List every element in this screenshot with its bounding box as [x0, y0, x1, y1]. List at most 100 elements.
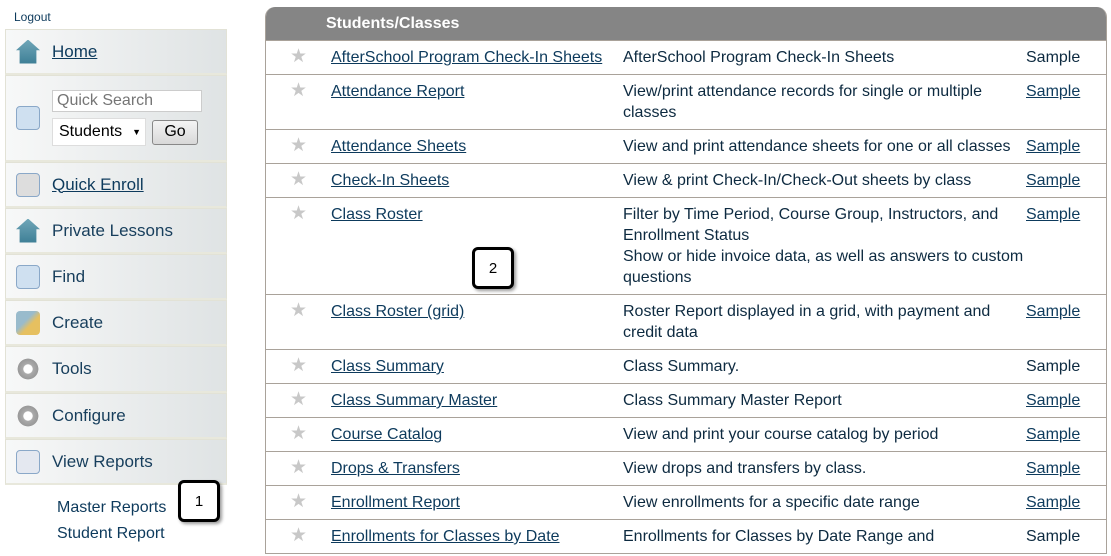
- report-name-link[interactable]: Drops & Transfers: [331, 460, 460, 477]
- star-favorite-icon[interactable]: ★: [289, 491, 308, 512]
- report-description: AfterSchool Program Check-In Sheets: [623, 49, 895, 66]
- sidebar-item-private-lessons[interactable]: Private Lessons: [5, 208, 227, 254]
- report-name-link[interactable]: Class Roster (grid): [331, 303, 465, 320]
- sample-link[interactable]: Sample: [1026, 460, 1081, 477]
- report-name-link[interactable]: Class Summary: [331, 358, 444, 375]
- star-favorite-icon[interactable]: ★: [289, 300, 308, 321]
- table-row: ★ Attendance Report View/print attendanc…: [266, 74, 1106, 129]
- report-description: View enrollments for a specific date ran…: [623, 494, 920, 511]
- id-card-icon: [16, 172, 40, 197]
- callout-badge-1: 1: [178, 480, 220, 522]
- report-name-link[interactable]: Attendance Report: [331, 83, 465, 100]
- sidebar-item-label: Find: [52, 266, 86, 286]
- sample-link[interactable]: Sample: [1026, 426, 1081, 443]
- home-link[interactable]: Home: [52, 41, 98, 61]
- sidebar-item-label: View Reports: [52, 451, 153, 471]
- sample-link[interactable]: Sample: [1026, 206, 1081, 223]
- sample-label: Sample: [1026, 358, 1081, 375]
- search-icon: [16, 264, 40, 289]
- quick-search-panel: Students ▼ Go: [5, 75, 227, 162]
- star-favorite-icon[interactable]: ★: [289, 46, 308, 67]
- report-name-link[interactable]: Enrollment Report: [331, 494, 460, 511]
- report-description: Roster Report displayed in a grid, with …: [623, 303, 991, 341]
- report-description: Enrollments for Classes by Date Range an…: [623, 528, 935, 545]
- report-description: Filter by Time Period, Course Group, Ins…: [623, 206, 1024, 286]
- go-button[interactable]: Go: [152, 119, 198, 145]
- view-reports-submenu: Master Reports Student Report: [5, 485, 227, 547]
- star-favorite-icon[interactable]: ★: [289, 169, 308, 190]
- star-favorite-icon[interactable]: ★: [289, 389, 308, 410]
- table-row: ★ Enrollments for Classes by Date Enroll…: [266, 519, 1106, 553]
- sidebar-item-label: Private Lessons: [52, 220, 173, 240]
- star-favorite-icon[interactable]: ★: [289, 203, 308, 224]
- report-name-link[interactable]: AfterSchool Program Check-In Sheets: [331, 49, 603, 66]
- report-description: Class Summary Master Report: [623, 392, 842, 409]
- table-row: ★ AfterSchool Program Check-In Sheets Af…: [266, 40, 1106, 74]
- table-row: ★ Enrollment Report View enrollments for…: [266, 485, 1106, 519]
- table-row: ★ Attendance Sheets View and print atten…: [266, 129, 1106, 163]
- sample-link[interactable]: Sample: [1026, 494, 1081, 511]
- home-icon: [16, 39, 40, 64]
- pencil-icon: [16, 310, 40, 335]
- sidebar: Home Students ▼ Go Quick Enroll Private L…: [5, 29, 227, 547]
- sample-link[interactable]: Sample: [1026, 303, 1081, 320]
- star-favorite-icon[interactable]: ★: [289, 525, 308, 546]
- report-name-link[interactable]: Check-In Sheets: [331, 172, 450, 189]
- quick-search-input[interactable]: [52, 90, 202, 112]
- submenu-item-student-report[interactable]: Student Report: [57, 525, 165, 542]
- sidebar-item-create[interactable]: Create: [5, 300, 227, 346]
- sidebar-item-find[interactable]: Find: [5, 254, 227, 300]
- report-name-link[interactable]: Enrollments for Classes by Date: [331, 528, 560, 545]
- report-name-link[interactable]: Class Summary Master: [331, 392, 498, 409]
- search-scope-select[interactable]: Students ▼: [52, 118, 146, 146]
- gear-icon: [16, 403, 40, 428]
- star-favorite-icon[interactable]: ★: [289, 80, 308, 101]
- table-row: ★ Class Summary Class Summary. Sample: [266, 349, 1106, 383]
- table-row: ★ Drops & Transfers View drops and trans…: [266, 451, 1106, 485]
- table-row: ★ Class Summary Master Class Summary Mas…: [266, 383, 1106, 417]
- star-favorite-icon[interactable]: ★: [289, 457, 308, 478]
- sidebar-item-label: Create: [52, 312, 104, 332]
- report-description: View/print attendance records for single…: [623, 83, 982, 121]
- report-name-link[interactable]: Class Roster: [331, 206, 423, 223]
- gear-icon: [16, 357, 40, 381]
- table-row: ★ Class Roster Filter by Time Period, Co…: [266, 197, 1106, 294]
- report-description: View drops and transfers by class.: [623, 460, 867, 477]
- report-icon: [16, 449, 40, 474]
- sidebar-item-label: Tools: [52, 359, 92, 378]
- sidebar-item-tools[interactable]: Tools: [5, 346, 227, 393]
- report-description: View & print Check-In/Check-Out sheets b…: [623, 172, 972, 189]
- sample-link[interactable]: Sample: [1026, 83, 1081, 100]
- table-row: ★ Course Catalog View and print your cou…: [266, 417, 1106, 451]
- sample-link[interactable]: Sample: [1026, 138, 1081, 155]
- sidebar-item-home[interactable]: Home: [5, 29, 227, 75]
- search-scope-value: Students: [59, 123, 123, 140]
- quick-enroll-link[interactable]: Quick Enroll: [52, 174, 144, 194]
- home-icon: [16, 218, 40, 243]
- star-favorite-icon[interactable]: ★: [289, 423, 308, 444]
- report-description: Class Summary.: [623, 358, 740, 375]
- star-favorite-icon[interactable]: ★: [289, 135, 308, 156]
- star-favorite-icon[interactable]: ★: [289, 355, 308, 376]
- sample-label: Sample: [1026, 49, 1081, 66]
- sample-link[interactable]: Sample: [1026, 392, 1081, 409]
- callout-badge-2: 2: [472, 247, 514, 289]
- sidebar-item-label: Configure: [52, 405, 126, 425]
- table-row: ★ Check-In Sheets View & print Check-In/…: [266, 163, 1106, 197]
- logout-link[interactable]: Logout: [14, 10, 51, 24]
- sidebar-item-view-reports[interactable]: View Reports: [5, 439, 227, 485]
- search-icon: [16, 106, 40, 130]
- sidebar-item-quick-enroll[interactable]: Quick Enroll: [5, 162, 227, 208]
- report-description: View and print your course catalog by pe…: [623, 426, 939, 443]
- chevron-down-icon: ▼: [132, 127, 141, 137]
- report-name-link[interactable]: Attendance Sheets: [331, 138, 467, 155]
- report-name-link[interactable]: Course Catalog: [331, 426, 443, 443]
- sidebar-item-configure[interactable]: Configure: [5, 393, 227, 439]
- submenu-item-master-reports[interactable]: Master Reports: [57, 499, 167, 516]
- sample-link[interactable]: Sample: [1026, 172, 1081, 189]
- table-row: ★ Class Roster (grid) Roster Report disp…: [266, 294, 1106, 349]
- reports-table: Students/Classes ★ AfterSchool Program C…: [265, 7, 1107, 554]
- table-header: Students/Classes: [266, 7, 1106, 40]
- report-description: View and print attendance sheets for one…: [623, 138, 1011, 155]
- sample-label: Sample: [1026, 528, 1081, 545]
